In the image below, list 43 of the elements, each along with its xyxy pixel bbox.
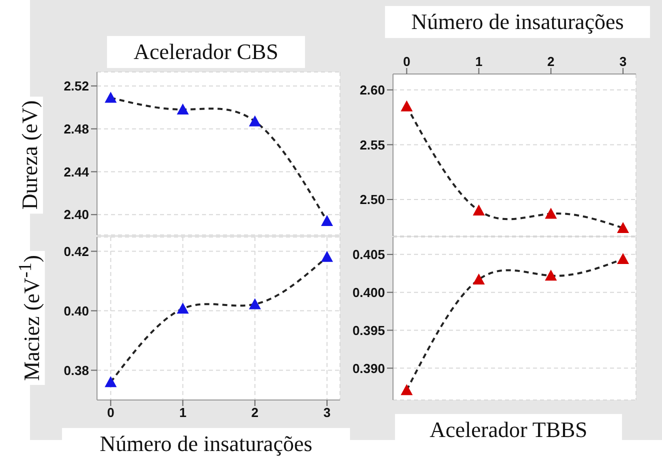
x2-axis-title: Número de insaturações (385, 6, 650, 38)
point (321, 250, 334, 262)
point (400, 384, 413, 396)
point (104, 376, 117, 388)
x-tick-label: 0 (107, 405, 114, 420)
x2-tick-label: 1 (475, 54, 482, 69)
y-tick-label: 0.405 (352, 247, 385, 262)
point (472, 273, 485, 284)
point (544, 208, 557, 219)
y-tick-label: 2.44 (64, 164, 90, 180)
y-tick-label: 2.50 (360, 192, 385, 208)
point (617, 252, 630, 264)
y-tick-label: 2.55 (360, 137, 385, 152)
y-axis-title: Dureza (eV) (17, 96, 43, 214)
x2-tick-label: 2 (547, 54, 555, 69)
point (248, 115, 261, 126)
x-tick-label: 1 (179, 405, 186, 420)
y-tick-label: 0.395 (352, 322, 385, 338)
y-tick-label: 0.390 (352, 360, 385, 376)
y-tick-label: 0.40 (64, 303, 89, 318)
point (400, 100, 413, 112)
point (176, 302, 189, 314)
y-tick-label: 0.38 (64, 362, 89, 378)
point (321, 215, 334, 226)
point (617, 222, 630, 233)
y-tick-label: 2.60 (360, 82, 385, 98)
y-tick-label: 0.400 (352, 284, 385, 300)
x-tick-label: 3 (323, 405, 331, 420)
y-tick-label: 2.52 (64, 78, 89, 94)
chart-title: Acelerador CBS (107, 36, 305, 68)
point (104, 92, 117, 103)
point (472, 204, 485, 216)
point (176, 104, 189, 115)
x2-tick-label: 0 (403, 54, 410, 69)
x-axis-title: Número de insaturações (62, 428, 350, 459)
point (248, 298, 261, 310)
x2-tick-label: 3 (619, 54, 627, 69)
y-tick-label: 2.40 (64, 207, 89, 222)
x-tick-label: 2 (251, 405, 259, 420)
text: Acelerador TBBS (395, 414, 622, 446)
y-tick-label: 0.42 (64, 244, 89, 259)
point (544, 270, 557, 281)
y-tick-label: 2.48 (64, 121, 89, 136)
